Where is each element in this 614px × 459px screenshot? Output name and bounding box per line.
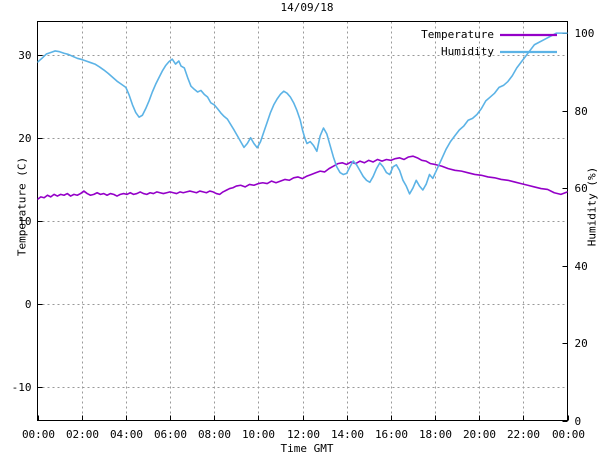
- legend-label-temperature: Temperature: [421, 28, 494, 41]
- x-tick-label: 08:00: [197, 427, 232, 441]
- y-tick-label-right: 60: [574, 181, 588, 195]
- y-tick-label-right: 80: [574, 104, 588, 118]
- x-tick-label: 10:00: [241, 427, 276, 441]
- legend-label-humidity: Humidity: [441, 45, 494, 58]
- y-tick-label-right: 40: [574, 259, 588, 273]
- y-axis-label-left: Temperature (C): [15, 156, 29, 257]
- legend-swatches: [500, 33, 557, 54]
- plot-border: [37, 21, 568, 421]
- x-tick-label: 22:00: [506, 427, 541, 441]
- x-tick-label: 18:00: [418, 427, 453, 441]
- y-tick-label-right: 100: [574, 26, 595, 40]
- y-tick-label-left: 20: [18, 131, 32, 145]
- axis-ticks: [37, 33, 569, 422]
- y-tick-label-right: 20: [574, 336, 588, 350]
- x-tick-label: 20:00: [462, 427, 497, 441]
- x-tick-label: 04:00: [109, 427, 144, 441]
- x-axis-label: Time GMT: [280, 442, 334, 455]
- y-tick-label-left: -10: [11, 380, 32, 394]
- y-tick-label-right: 0: [574, 414, 582, 428]
- chart-title: 14/09/18: [280, 1, 334, 14]
- data-series: [37, 32, 568, 201]
- x-tick-label: 02:00: [65, 427, 100, 441]
- x-tick-label: 16:00: [374, 427, 409, 441]
- x-tick-label: 06:00: [153, 427, 188, 441]
- x-tick-label: 00:00: [551, 427, 586, 441]
- x-tick-label: 00:00: [21, 427, 56, 441]
- y-axis-label-right: Humidity (%): [585, 166, 599, 247]
- x-tick-label: 14:00: [330, 427, 365, 441]
- y-tick-label-left: 30: [18, 48, 32, 62]
- series-line-humidity: [37, 32, 568, 195]
- y-tick-label-left: 10: [18, 214, 32, 228]
- x-tick-label: 12:00: [286, 427, 321, 441]
- series-line-temperature: [37, 155, 568, 201]
- y-tick-label-left: 0: [24, 297, 32, 311]
